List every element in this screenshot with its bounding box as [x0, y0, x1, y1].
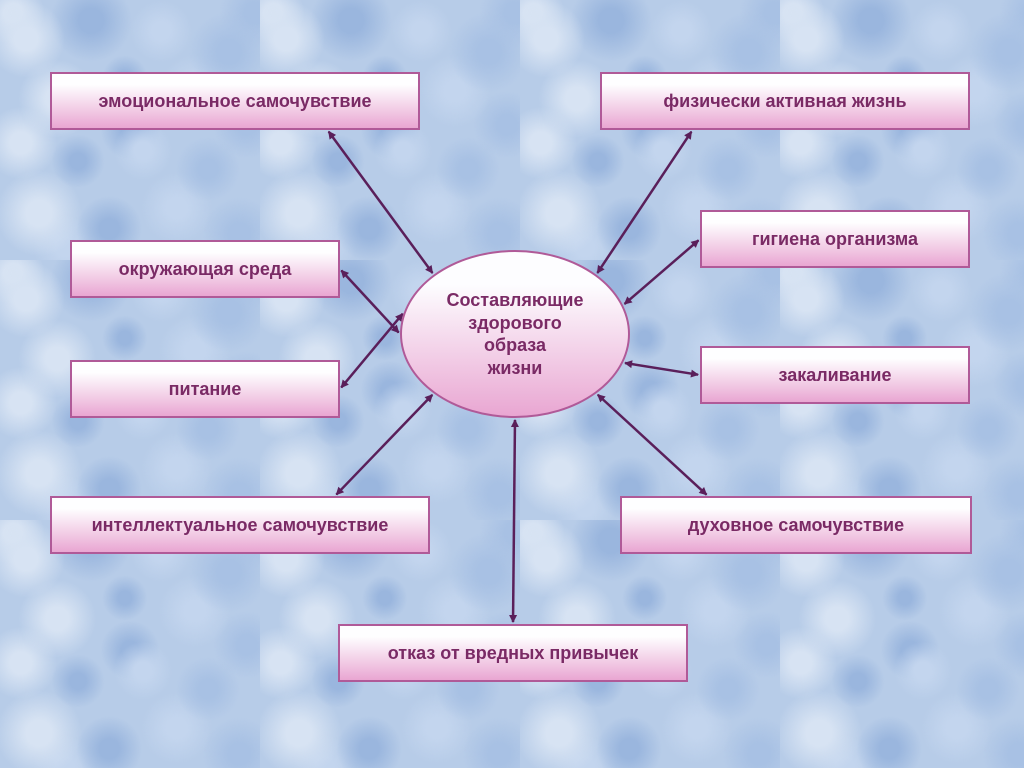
node-label: отказ от вредных привычек	[388, 642, 639, 665]
edge-center-hard	[625, 363, 698, 375]
node-intel: интеллектуальное самочувствие	[50, 496, 430, 554]
node-center: Составляющие здорового образа жизни	[400, 250, 630, 418]
node-label: Составляющие здорового образа жизни	[447, 289, 584, 379]
node-habits: отказ от вредных привычек	[338, 624, 688, 682]
node-env: окружающая среда	[70, 240, 340, 298]
node-label: физически активная жизнь	[663, 90, 906, 113]
edge-center-hyg	[625, 240, 699, 304]
edge-center-intel	[336, 395, 432, 495]
node-label: духовное самочувствие	[688, 514, 904, 537]
node-food: питание	[70, 360, 340, 418]
node-phys: физически активная жизнь	[600, 72, 970, 130]
node-label: интеллектуальное самочувствие	[92, 514, 389, 537]
diagram-stage: Составляющие здорового образа жизни эмоци…	[0, 0, 1024, 768]
edge-center-habits	[513, 420, 515, 622]
node-spirit: духовное самочувствие	[620, 496, 972, 554]
node-label: закаливание	[778, 364, 891, 387]
node-label: эмоциональное самочувствие	[98, 90, 371, 113]
edge-center-emo	[329, 132, 433, 273]
edge-center-phys	[597, 132, 691, 273]
node-label: питание	[169, 378, 242, 401]
node-label: окружающая среда	[119, 258, 292, 281]
node-emo: эмоциональное самочувствие	[50, 72, 420, 130]
edge-center-env	[341, 270, 398, 332]
node-hard: закаливание	[700, 346, 970, 404]
edge-center-food	[341, 314, 402, 388]
node-hyg: гигиена организма	[700, 210, 970, 268]
node-label: гигиена организма	[752, 228, 918, 251]
edge-center-spirit	[598, 395, 707, 495]
